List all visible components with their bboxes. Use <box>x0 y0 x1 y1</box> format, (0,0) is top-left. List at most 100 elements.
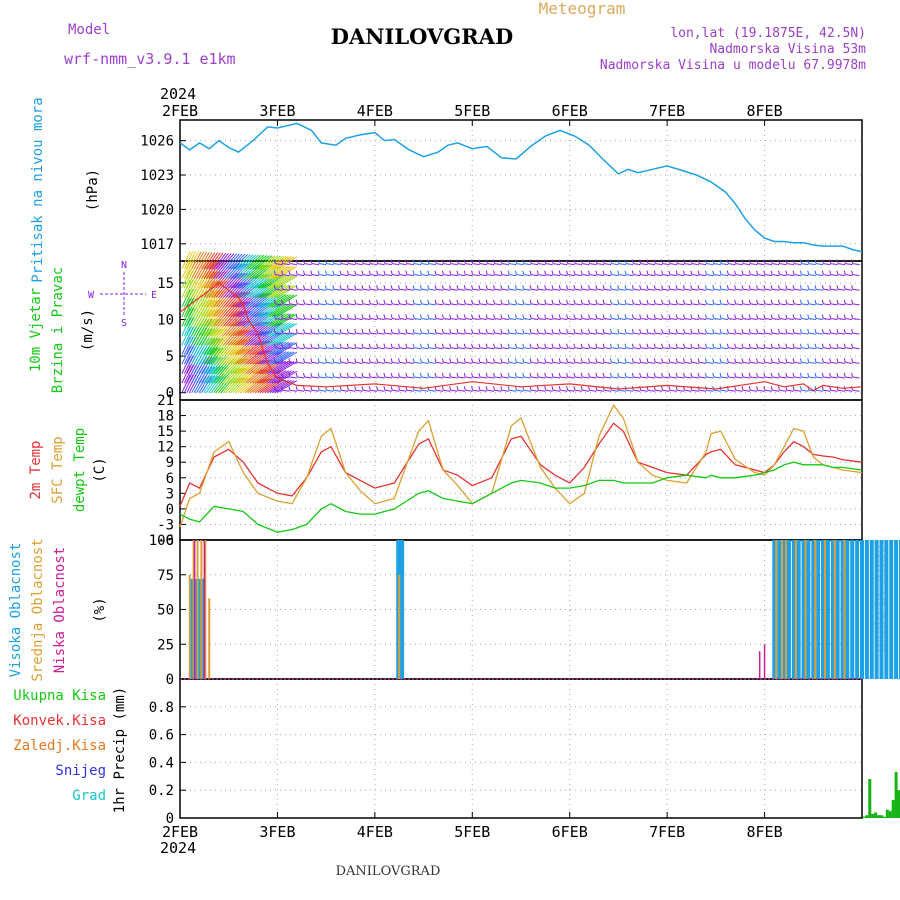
xtick-label-top-2: 4FEB <box>357 102 393 120</box>
wind-barb-flag-543 <box>668 343 671 348</box>
ytick-label-pressure-0: 1017 <box>140 237 174 253</box>
wind-barb-72 <box>326 361 334 364</box>
wind-barb-7 <box>275 288 283 291</box>
wind-barb-204 <box>421 332 429 335</box>
wind-barb-flag-788 <box>843 270 846 275</box>
wind-barb-flag-439 <box>588 259 590 264</box>
wind-barb-flag-674 <box>763 329 766 334</box>
wind-barb-302 <box>494 361 502 364</box>
wind-barb-flag-627 <box>726 285 729 290</box>
xtick-label-top-3: 5FEB <box>454 102 490 120</box>
wind-unit: (m/s) <box>80 309 96 351</box>
wind-barb-flag-718 <box>792 270 795 275</box>
wind-barb-flag-736 <box>807 299 810 305</box>
wind-barb-797 <box>852 288 860 291</box>
wind-barb-flag-348 <box>522 270 525 275</box>
wind-barb-235 <box>443 318 451 321</box>
wind-barb-386 <box>552 303 561 306</box>
wind-barb-783 <box>845 347 853 350</box>
wind-barb-640 <box>742 389 751 392</box>
wind-barb-flag-671 <box>763 372 766 378</box>
wind-barb-day1-559 <box>276 256 298 270</box>
wind-barb-flag-613 <box>719 343 722 348</box>
wind-barb-577 <box>691 288 699 291</box>
wind-barb-flag-82 <box>332 358 335 363</box>
wind-barb-493 <box>633 347 641 350</box>
year-top: 2024 <box>160 85 196 103</box>
temp-line-1 <box>179 403 863 528</box>
wind-barb-527 <box>655 288 663 291</box>
wind-barb-day1-156 <box>208 357 221 374</box>
wind-barb-617 <box>720 288 729 291</box>
wind-barb-flag-300 <box>493 386 495 391</box>
wind-barb-flag-459 <box>602 259 605 264</box>
wind-barb-521 <box>655 376 663 379</box>
wind-barb-flag-551 <box>675 372 678 378</box>
wind-barb-flag-402 <box>566 358 569 363</box>
wind-barb-flag-673 <box>763 343 766 348</box>
wind-barb-516 <box>647 303 656 306</box>
wind-barb-flag-15 <box>281 314 284 319</box>
wind-barb-flag-530 <box>661 386 664 391</box>
wind-barb-day1-480 <box>264 341 284 356</box>
wind-barb-day1-486 <box>264 284 284 298</box>
wind-barb-561 <box>684 376 692 379</box>
wind-barb-flag-630 <box>734 386 737 391</box>
wind-barb-day1-252 <box>225 377 240 394</box>
wind-barb-flag-196 <box>412 299 415 305</box>
wind-barb-flag-663 <box>756 343 759 348</box>
wind-barb-flag-372 <box>544 358 547 363</box>
wind-barb-350 <box>530 389 539 392</box>
wind-barb-264 <box>465 332 473 335</box>
wind-barb-325 <box>509 318 517 321</box>
wind-barb-107 <box>348 288 356 291</box>
wind-barb-day1-109 <box>198 270 210 289</box>
wind-barb-112 <box>355 361 363 364</box>
wind-barb-flag-141 <box>376 372 379 378</box>
wind-barb-flag-251 <box>456 372 459 378</box>
wind-barb-473 <box>618 347 626 350</box>
wind-barb-474 <box>618 332 626 335</box>
wind-barb-day1-373 <box>244 292 262 308</box>
wind-barb-flag-688 <box>770 270 773 275</box>
wind-barb-day1-513 <box>269 294 289 308</box>
wind-barb-flag-485 <box>624 314 627 319</box>
wind-barb-167 <box>392 288 400 291</box>
wind-barb-flag-623 <box>726 343 729 348</box>
wind-barb-flag-411 <box>573 372 576 378</box>
wind-barb-day1-131 <box>203 328 216 346</box>
wind-barb-348 <box>523 274 531 277</box>
wind-barb-flag-758 <box>821 270 824 275</box>
wind-barb-782 <box>845 361 853 364</box>
wind-barb-day1-529 <box>271 275 292 289</box>
wind-barb-flag-606 <box>712 299 715 305</box>
wind-barb-flag-504 <box>639 329 642 334</box>
wind-barb-day1-497 <box>266 313 287 327</box>
wind-barb-flag-582 <box>697 358 700 363</box>
wind-barb-344 <box>523 332 531 335</box>
wind-barb-flag-750 <box>821 386 824 391</box>
wind-barb-128 <box>362 274 371 277</box>
wind-barb-613 <box>720 347 729 350</box>
wind-barb-flag-90 <box>339 386 342 391</box>
wind-barb-452 <box>604 361 612 364</box>
wind-barb-387 <box>552 288 561 291</box>
wind-barb-flag-293 <box>485 343 488 348</box>
wind-barb-day1-537 <box>274 332 295 346</box>
wind-barb-flag-44 <box>303 329 306 334</box>
wind-barb-flag-241 <box>449 372 452 378</box>
wind-barb-603 <box>713 347 721 350</box>
wind-barb-746 <box>815 303 824 306</box>
wind-barb-flag-367 <box>536 285 539 290</box>
wind-barb-10 <box>282 389 290 392</box>
wind-barb-flag-28 <box>288 270 291 275</box>
wind-barb-789 <box>845 263 853 266</box>
wind-barb-flag-175 <box>398 314 401 319</box>
wind-barb-flag-101 <box>346 372 349 378</box>
wind-barb-flag-368 <box>536 270 539 275</box>
wind-barb-flag-55 <box>310 314 313 319</box>
wind-barb-408 <box>567 274 575 277</box>
wind-barb-564 <box>684 332 692 335</box>
wind-barb-flag-171 <box>398 372 401 378</box>
wind-barb-173 <box>399 347 407 350</box>
